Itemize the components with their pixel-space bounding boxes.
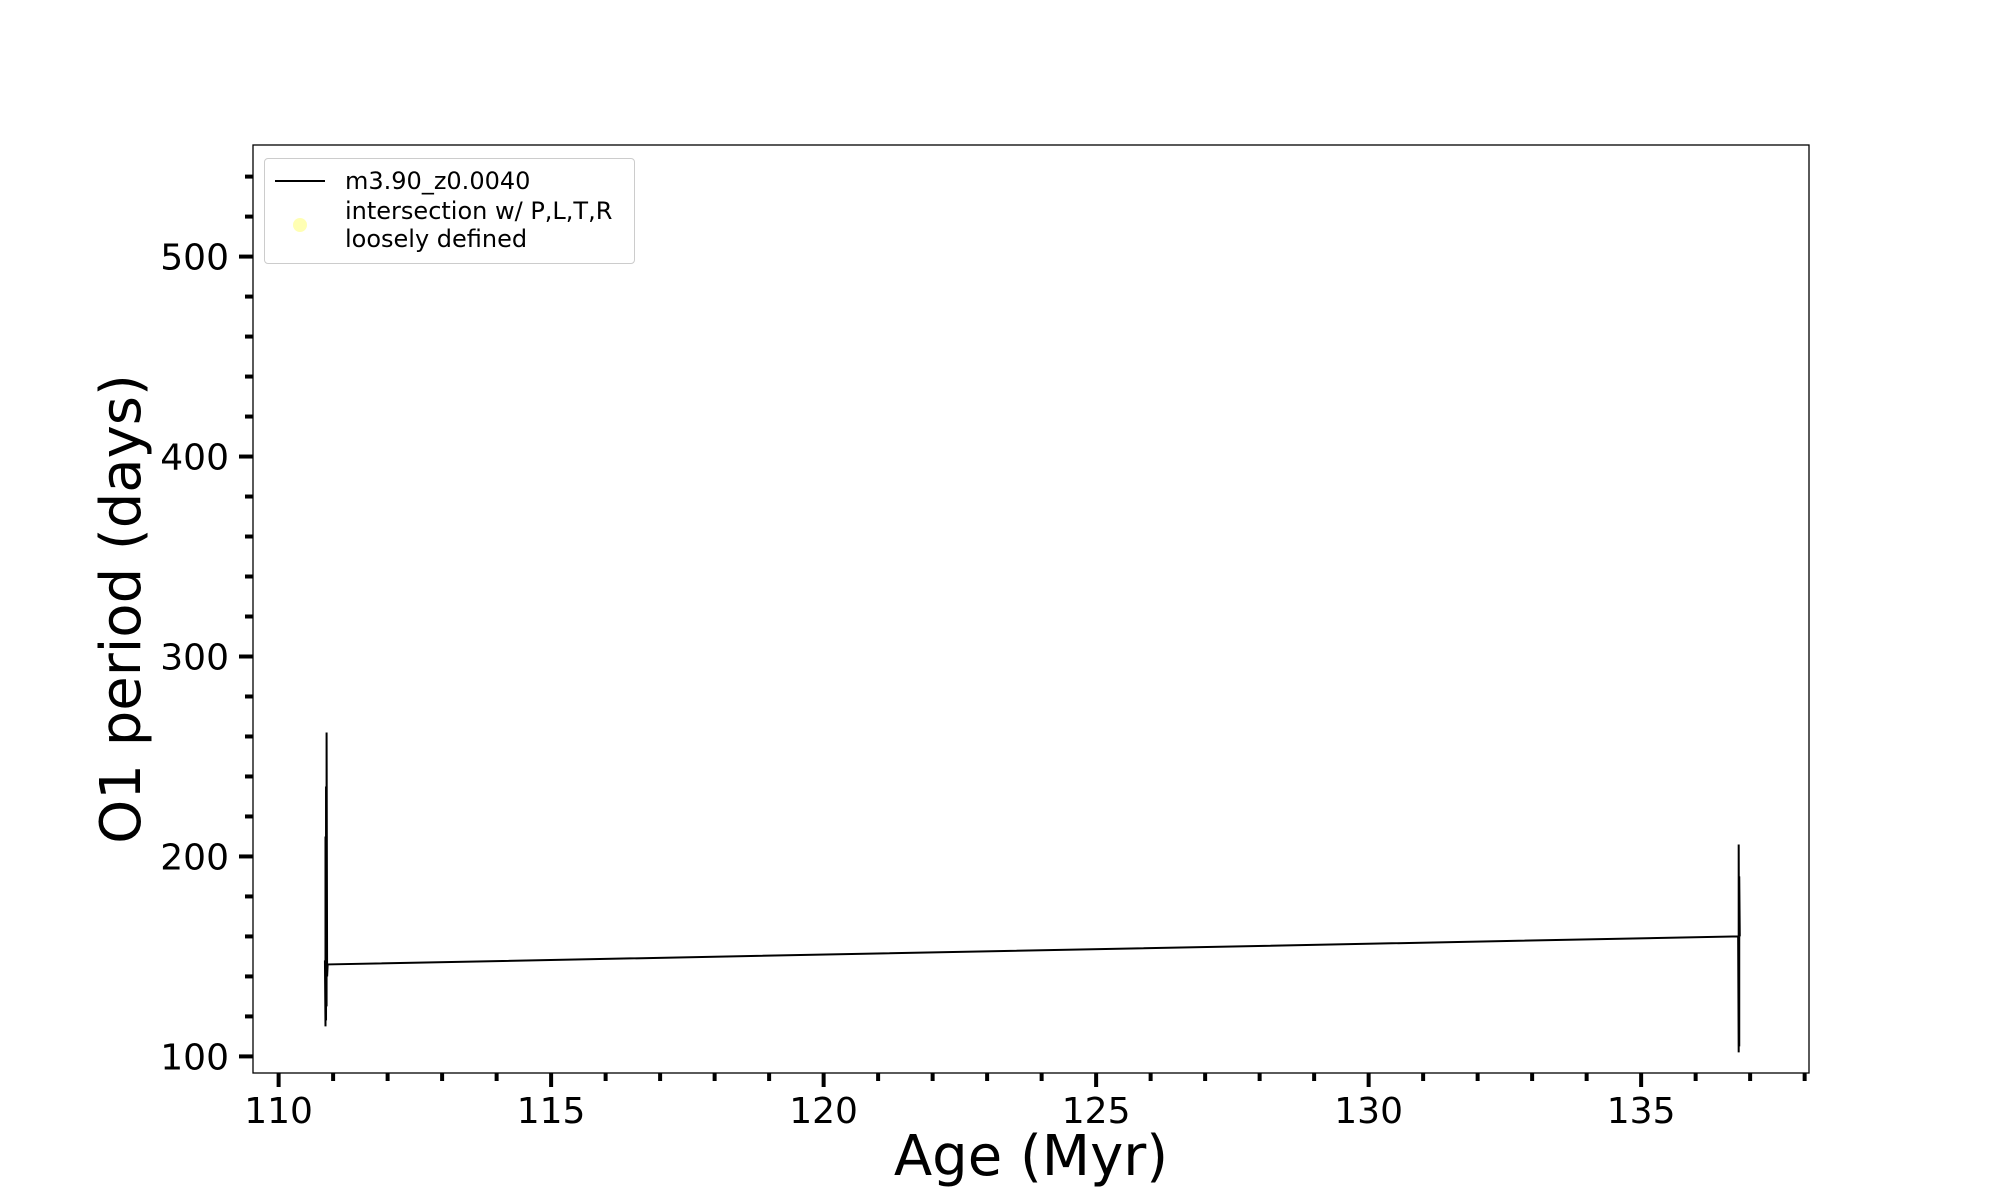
legend-key [275, 180, 325, 182]
legend: m3.90_z0.0040 intersection w/ P,L,T,R loo… [264, 158, 635, 264]
x-tick-label: 135 [1607, 1091, 1676, 1132]
legend-key [293, 218, 307, 232]
x-axis-label: Age (Myr) [894, 1124, 1168, 1189]
legend-label: intersection w/ P,L,T,R loosely defined [345, 197, 613, 253]
legend-entry: m3.90_z0.0040 [265, 167, 634, 195]
y-tick-label: 100 [160, 1037, 229, 1078]
y-tick-label: 400 [160, 438, 229, 479]
legend-marker [293, 218, 307, 232]
y-tick-label: 300 [160, 637, 229, 678]
x-tick-label: 125 [1062, 1091, 1131, 1132]
x-tick-label: 120 [789, 1091, 858, 1132]
y-tick-label: 200 [160, 837, 229, 878]
y-axis-label: O1 period (days) [89, 374, 154, 844]
x-tick-label: 110 [244, 1091, 313, 1132]
y-tick-label: 500 [160, 238, 229, 279]
plot-frame [252, 144, 1810, 1074]
x-tick-label: 115 [517, 1091, 586, 1132]
series-line [323, 732, 1741, 1053]
legend-label: m3.90_z0.0040 [345, 167, 531, 195]
legend-entry: intersection w/ P,L,T,R loosely defined [265, 197, 634, 253]
x-tick-label: 130 [1334, 1091, 1403, 1132]
